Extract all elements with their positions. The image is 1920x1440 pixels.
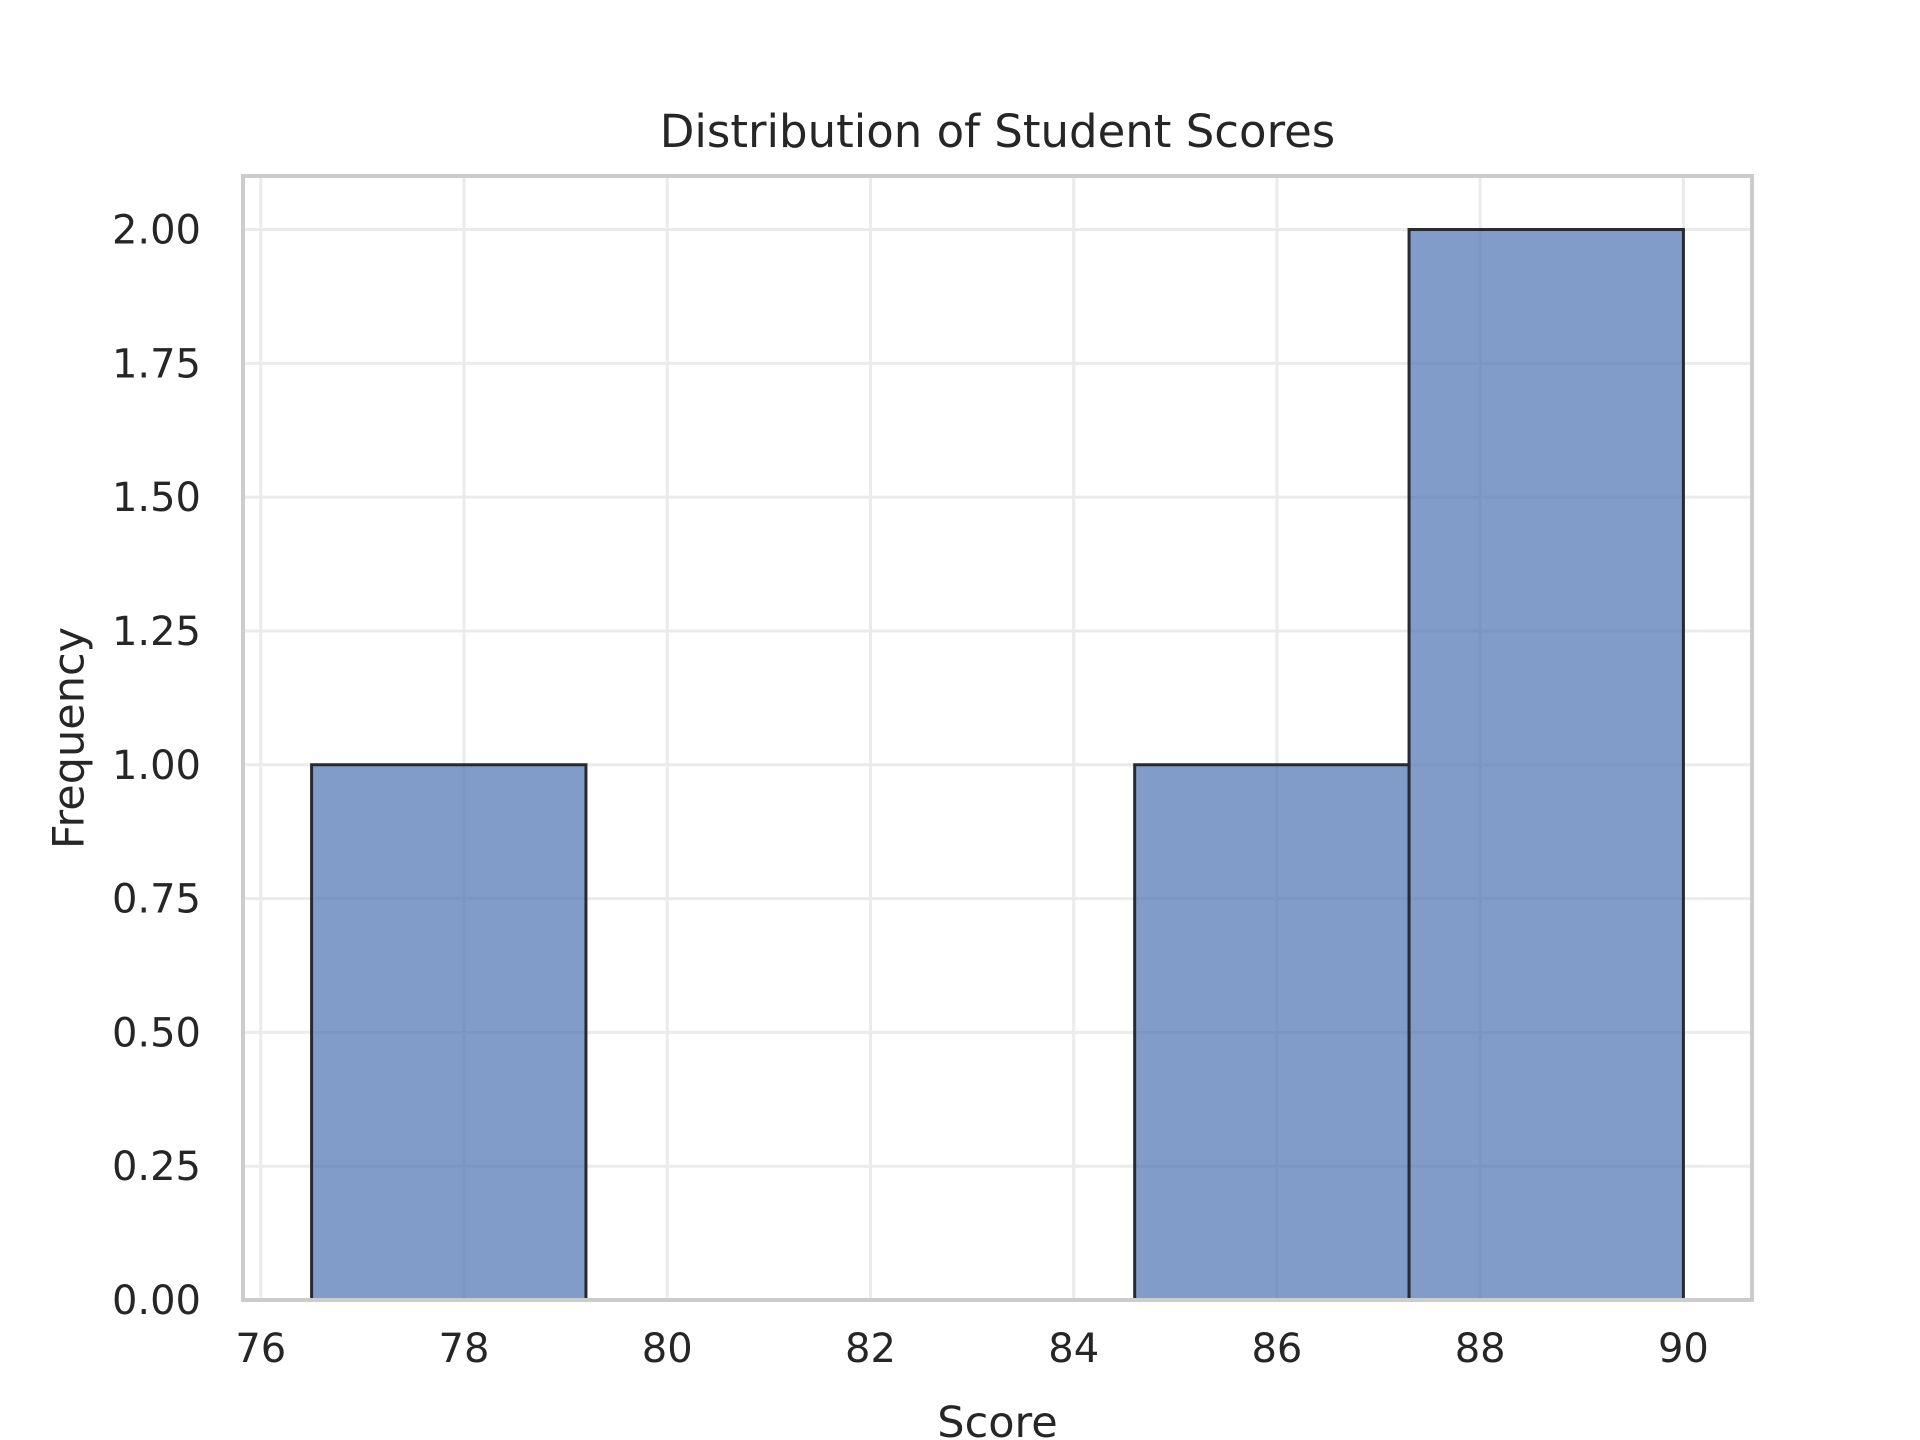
x-tick-label: 80 xyxy=(642,1326,693,1372)
x-tick-label: 82 xyxy=(845,1326,896,1372)
chart-title: Distribution of Student Scores xyxy=(660,105,1335,158)
histogram-bar-3 xyxy=(1133,763,1411,1302)
y-tick-label: 1.75 xyxy=(112,341,201,387)
y-tick-label: 1.00 xyxy=(112,743,201,789)
y-tick-label: 2.00 xyxy=(112,208,201,254)
x-tick-label: 76 xyxy=(235,1326,286,1372)
x-tick-labels: 76 78 80 82 84 86 88 90 xyxy=(235,1326,1709,1372)
y-tick-label: 0.75 xyxy=(112,877,201,923)
histogram-bar-0 xyxy=(310,763,588,1302)
y-tick-label: 1.50 xyxy=(112,475,201,521)
y-tick-label: 1.25 xyxy=(112,609,201,655)
y-tick-label: 0.25 xyxy=(112,1144,201,1190)
histogram-bar-4 xyxy=(1407,228,1685,1302)
y-tick-label: 0.50 xyxy=(112,1010,201,1056)
plot-frame xyxy=(241,174,1754,1302)
x-tick-label: 86 xyxy=(1251,1326,1302,1372)
x-tick-label: 84 xyxy=(1048,1326,1099,1372)
y-axis-label: Frequency xyxy=(45,627,95,849)
y-tick-labels: 0.00 0.25 0.50 0.75 1.00 1.25 1.50 1.75 2.00 xyxy=(112,208,201,1324)
bars-group xyxy=(310,228,1685,1302)
x-tick-label: 88 xyxy=(1455,1326,1506,1372)
x-axis-label: Score xyxy=(937,1398,1057,1440)
x-tick-label: 90 xyxy=(1658,1326,1709,1372)
x-tick-label: 78 xyxy=(439,1326,490,1372)
y-tick-label: 0.00 xyxy=(112,1278,201,1324)
